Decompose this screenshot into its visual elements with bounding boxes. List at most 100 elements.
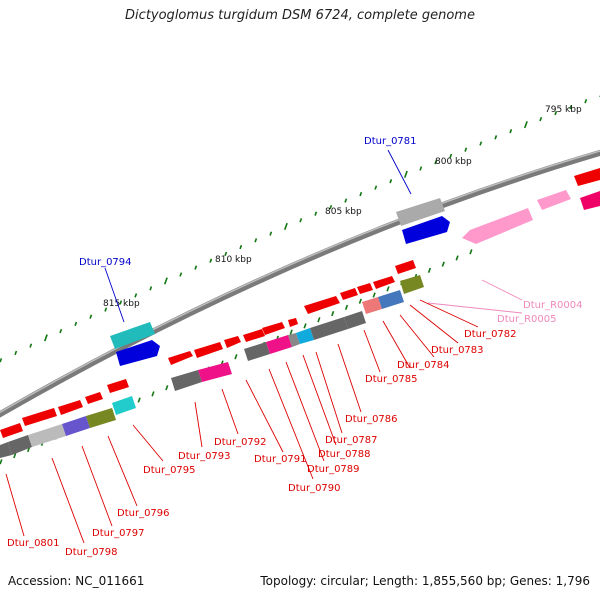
gene-block[interactable]: [310, 317, 348, 340]
gene-arrow[interactable]: [0, 423, 23, 438]
gene-label[interactable]: Dtur_0785: [365, 374, 418, 385]
minor-tick: [569, 104, 573, 110]
outer-features: [110, 198, 450, 366]
minor-tick: [317, 317, 321, 323]
gene-block[interactable]: [8, 435, 32, 455]
gene-arrow[interactable]: [116, 340, 160, 366]
gene-label[interactable]: Dtur_0791: [254, 454, 307, 465]
gene-label[interactable]: Dtur_0797: [92, 528, 145, 539]
gene-block[interactable]: [62, 416, 90, 436]
gene-arrow[interactable]: [574, 168, 600, 186]
minor-tick: [239, 244, 243, 250]
rna-arrow[interactable]: [537, 190, 571, 210]
gene-block[interactable]: [244, 342, 270, 361]
gene-arrow[interactable]: [168, 351, 193, 365]
gene-label[interactable]: Dtur_0798: [65, 547, 118, 558]
gene-arrow[interactable]: [262, 322, 285, 335]
gene-block[interactable]: [0, 442, 12, 458]
gene-arrow[interactable]: [580, 191, 600, 210]
minor-tick: [389, 179, 393, 184]
minor-tick: [209, 258, 213, 263]
minor-tick: [359, 191, 363, 197]
gene-label[interactable]: Dtur_0782: [464, 329, 517, 340]
genome-title: Dictyoglomus turgidum DSM 6724, complete…: [125, 8, 475, 23]
major-tick: [163, 277, 168, 285]
gene-block[interactable]: [362, 297, 382, 314]
gene-label[interactable]: Dtur_0790: [288, 483, 341, 494]
tick-marks: [0, 93, 600, 465]
minor-tick: [104, 307, 108, 312]
gene-label[interactable]: Dtur_0801: [7, 538, 60, 549]
minor-tick: [289, 329, 293, 335]
gene-label[interactable]: Dtur_0784: [397, 360, 450, 371]
gene-block[interactable]: [296, 328, 314, 344]
gene-arrow[interactable]: [194, 342, 223, 358]
gene-label[interactable]: Dtur_0792: [214, 437, 267, 448]
gene-label[interactable]: Dtur_0781: [364, 136, 417, 147]
gene-block[interactable]: [112, 396, 136, 415]
minor-tick: [358, 298, 362, 304]
gene-arrow[interactable]: [85, 392, 103, 404]
gene-block[interactable]: [171, 370, 202, 391]
gene-arrow[interactable]: [224, 336, 241, 348]
gene-arrow[interactable]: [373, 276, 395, 289]
gene-arrow[interactable]: [58, 400, 83, 415]
accession: Accession: NC_011661: [8, 574, 145, 588]
minor-tick: [194, 265, 198, 270]
major-tick: [403, 170, 408, 178]
gene-block[interactable]: [378, 290, 404, 309]
gene-label[interactable]: Dtur_0794: [79, 257, 132, 268]
major-tick: [523, 121, 528, 129]
minor-tick: [455, 255, 459, 261]
minor-tick: [0, 459, 3, 465]
minor-tick: [329, 204, 333, 210]
gene-block[interactable]: [344, 311, 366, 329]
minor-tick: [509, 129, 513, 134]
gene-block[interactable]: [86, 408, 116, 428]
gene-arrow[interactable]: [402, 216, 450, 244]
minor-tick: [137, 397, 141, 403]
gene-arrow[interactable]: [288, 318, 298, 327]
minor-tick: [165, 385, 169, 391]
gene-block[interactable]: [198, 362, 232, 382]
gene-label[interactable]: Dtur_R0005: [497, 314, 556, 325]
forward-genes: [0, 168, 600, 438]
gene-label[interactable]: Dtur_0789: [307, 464, 360, 475]
minor-tick: [89, 314, 93, 319]
minor-tick: [427, 267, 432, 273]
gene-arrow[interactable]: [340, 288, 358, 300]
gene-label[interactable]: Dtur_0796: [117, 508, 170, 519]
gene-label[interactable]: Dtur_R0004: [523, 300, 582, 311]
minor-tick: [374, 185, 378, 190]
gene-label[interactable]: Dtur_0795: [143, 465, 196, 476]
rna-arrow[interactable]: [462, 208, 533, 244]
gene-block[interactable]: [396, 198, 445, 226]
gene-arrow[interactable]: [395, 260, 416, 274]
gene-label[interactable]: Dtur_0787: [325, 435, 378, 446]
gene-label[interactable]: Dtur_0793: [178, 451, 231, 462]
gene-arrow[interactable]: [22, 408, 57, 426]
gene-block[interactable]: [266, 335, 292, 354]
gene-block[interactable]: [28, 424, 66, 447]
gene-block[interactable]: [400, 275, 424, 294]
gene-label[interactable]: Dtur_0788: [318, 449, 371, 460]
gene-arrow[interactable]: [357, 283, 373, 294]
gene-label[interactable]: Dtur_0786: [345, 414, 398, 425]
minor-tick: [584, 99, 588, 104]
tick-label-795: 795 kbp: [545, 105, 582, 115]
gene-arrow[interactable]: [243, 329, 265, 342]
minor-tick: [469, 249, 473, 255]
minor-tick: [314, 211, 318, 216]
genome-backbone: [0, 149, 600, 418]
gene-block[interactable]: [288, 333, 300, 347]
gene-label[interactable]: Dtur_0783: [431, 345, 484, 356]
minor-tick: [29, 343, 33, 348]
minor-tick: [441, 261, 445, 267]
gene-block[interactable]: [110, 322, 155, 349]
gene-arrow[interactable]: [107, 379, 129, 393]
gene-arrow[interactable]: [304, 296, 340, 314]
minor-tick: [134, 293, 138, 298]
rna-genes: [462, 190, 571, 244]
minor-tick: [494, 135, 498, 140]
